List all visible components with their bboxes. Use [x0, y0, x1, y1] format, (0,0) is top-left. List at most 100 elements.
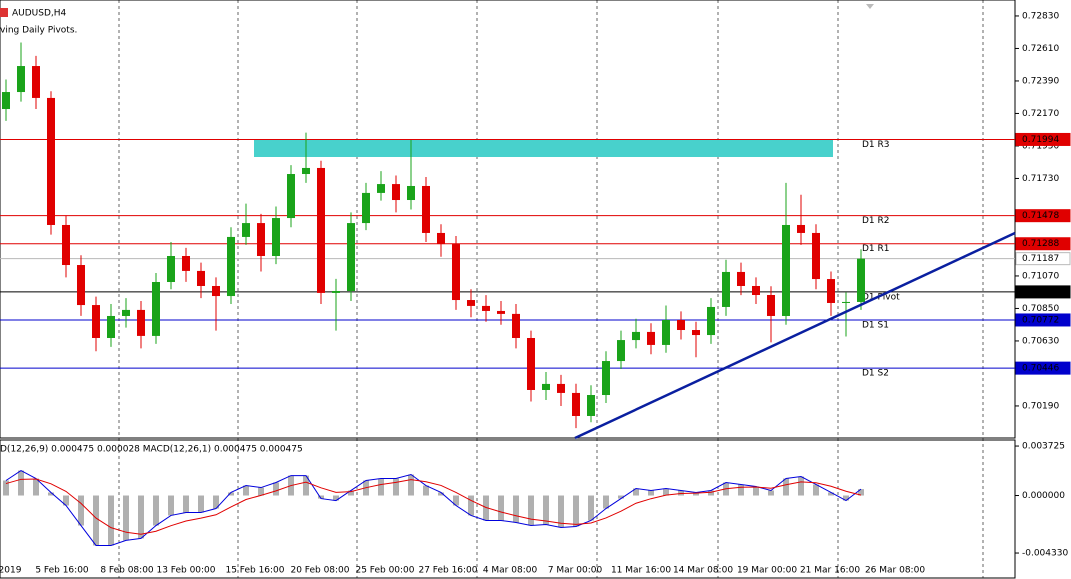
macd-histogram — [33, 478, 39, 496]
time-label: 5 Feb 16:00 — [35, 566, 89, 576]
macd-histogram — [258, 487, 264, 496]
time-label: 19 Mar 00:00 — [737, 566, 797, 576]
y-tick-label: 0.70850 — [1022, 304, 1059, 314]
candle-body — [677, 319, 685, 331]
candle-body — [587, 395, 595, 416]
y-tick-label: 0.72830 — [1022, 11, 1059, 21]
candle-body — [437, 232, 445, 245]
candle-body — [692, 330, 700, 336]
price-box — [1015, 361, 1071, 375]
candle-body — [392, 184, 400, 201]
separators — [118, 0, 984, 578]
candle-body — [632, 331, 640, 341]
candle-body — [857, 258, 865, 302]
macd-histogram — [93, 495, 99, 546]
signal-line — [5, 478, 862, 535]
macd-histogram — [543, 495, 549, 525]
macd-histogram — [783, 478, 789, 496]
y-tick-label: 0.000000 — [1022, 491, 1065, 501]
price-label: 0.71187 — [1022, 254, 1059, 264]
candle-body — [2, 92, 10, 110]
candle-body — [767, 295, 775, 316]
level-name: D1 S1 — [862, 320, 889, 330]
candle-body — [167, 256, 175, 283]
macd-histogram — [423, 485, 429, 496]
time-label: 26 Mar 08:00 — [865, 566, 925, 576]
candle-body — [647, 331, 655, 345]
candle-body — [17, 66, 25, 93]
macd-histogram — [183, 495, 189, 513]
symbol-icon — [0, 8, 8, 17]
y-tick-label: 0.70630 — [1022, 336, 1059, 346]
macd-histogram — [63, 495, 69, 506]
macd-histogram — [153, 495, 159, 526]
macd-histogram — [618, 495, 624, 499]
candle-body — [62, 224, 70, 266]
macd-histogram — [243, 485, 249, 496]
macd-histogram — [708, 490, 714, 496]
level-name: D1 R2 — [862, 216, 890, 226]
candle-body — [482, 305, 490, 311]
level-name: D1 R1 — [862, 244, 890, 254]
macd-histogram — [18, 470, 24, 496]
macd-histogram — [858, 489, 864, 496]
candle-body — [722, 271, 730, 307]
macd-histogram — [798, 476, 804, 496]
price-label: 0.70446 — [1022, 364, 1059, 374]
candle-body — [227, 236, 235, 297]
y-tick-label: 0.003725 — [1022, 442, 1065, 452]
macd-histogram — [138, 495, 144, 539]
macd-histogram — [828, 492, 834, 496]
candle-body — [182, 256, 190, 271]
macd-histogram — [498, 495, 504, 521]
candle-body — [107, 315, 115, 338]
candle-body — [377, 184, 385, 193]
time-label: 8 Feb 08:00 — [100, 566, 154, 576]
candle-body — [542, 383, 550, 390]
level-name: D1 S2 — [862, 369, 889, 379]
price-label: 0.70772 — [1022, 315, 1059, 325]
candle-body — [272, 218, 280, 257]
candle-body — [422, 185, 430, 233]
macd-histogram — [813, 484, 819, 496]
time-label: 15 Feb 16:00 — [225, 566, 284, 576]
candle-body — [557, 383, 565, 393]
price-box — [1015, 132, 1071, 146]
macd-histogram — [573, 495, 579, 527]
time-label: 13 Feb 00:00 — [156, 566, 215, 576]
candle-body — [362, 192, 370, 224]
macd-histogram — [123, 495, 129, 541]
macd-histogram — [483, 495, 489, 521]
y-tick-label: 0.70190 — [1022, 401, 1059, 411]
candle-body — [287, 174, 295, 219]
time-label: 21 Mar 16:00 — [800, 566, 860, 576]
candle-body — [572, 392, 580, 416]
symbol: AUDUSD,H4 — [12, 9, 67, 19]
candle-body — [842, 301, 850, 303]
time-label: 7 Mar 00:00 — [548, 566, 603, 576]
candle-body — [152, 282, 160, 336]
macd-histogram — [438, 492, 444, 496]
candle-body — [827, 279, 835, 303]
candle-body — [527, 337, 535, 390]
candle-body — [602, 361, 610, 396]
macd-histogram — [213, 495, 219, 509]
macd-histogram — [228, 492, 234, 496]
candle-body — [137, 309, 145, 336]
candle-body — [317, 167, 325, 293]
time-label: 14 Mar 08:00 — [673, 566, 733, 576]
macd-histogram — [843, 495, 849, 501]
macd-histogram — [378, 478, 384, 496]
shift-marker — [866, 4, 874, 9]
candle-body — [197, 270, 205, 286]
y-tick-label: 0.71070 — [1022, 271, 1059, 281]
price-label: 0.71994 — [1022, 135, 1059, 145]
time-label: 20 Feb 08:00 — [290, 566, 349, 576]
candle-body — [212, 285, 220, 297]
time-label: 4 Mar 08:00 — [483, 566, 538, 576]
macd-histogram — [3, 480, 9, 496]
candle-body — [332, 291, 340, 293]
candle-body — [32, 66, 40, 98]
